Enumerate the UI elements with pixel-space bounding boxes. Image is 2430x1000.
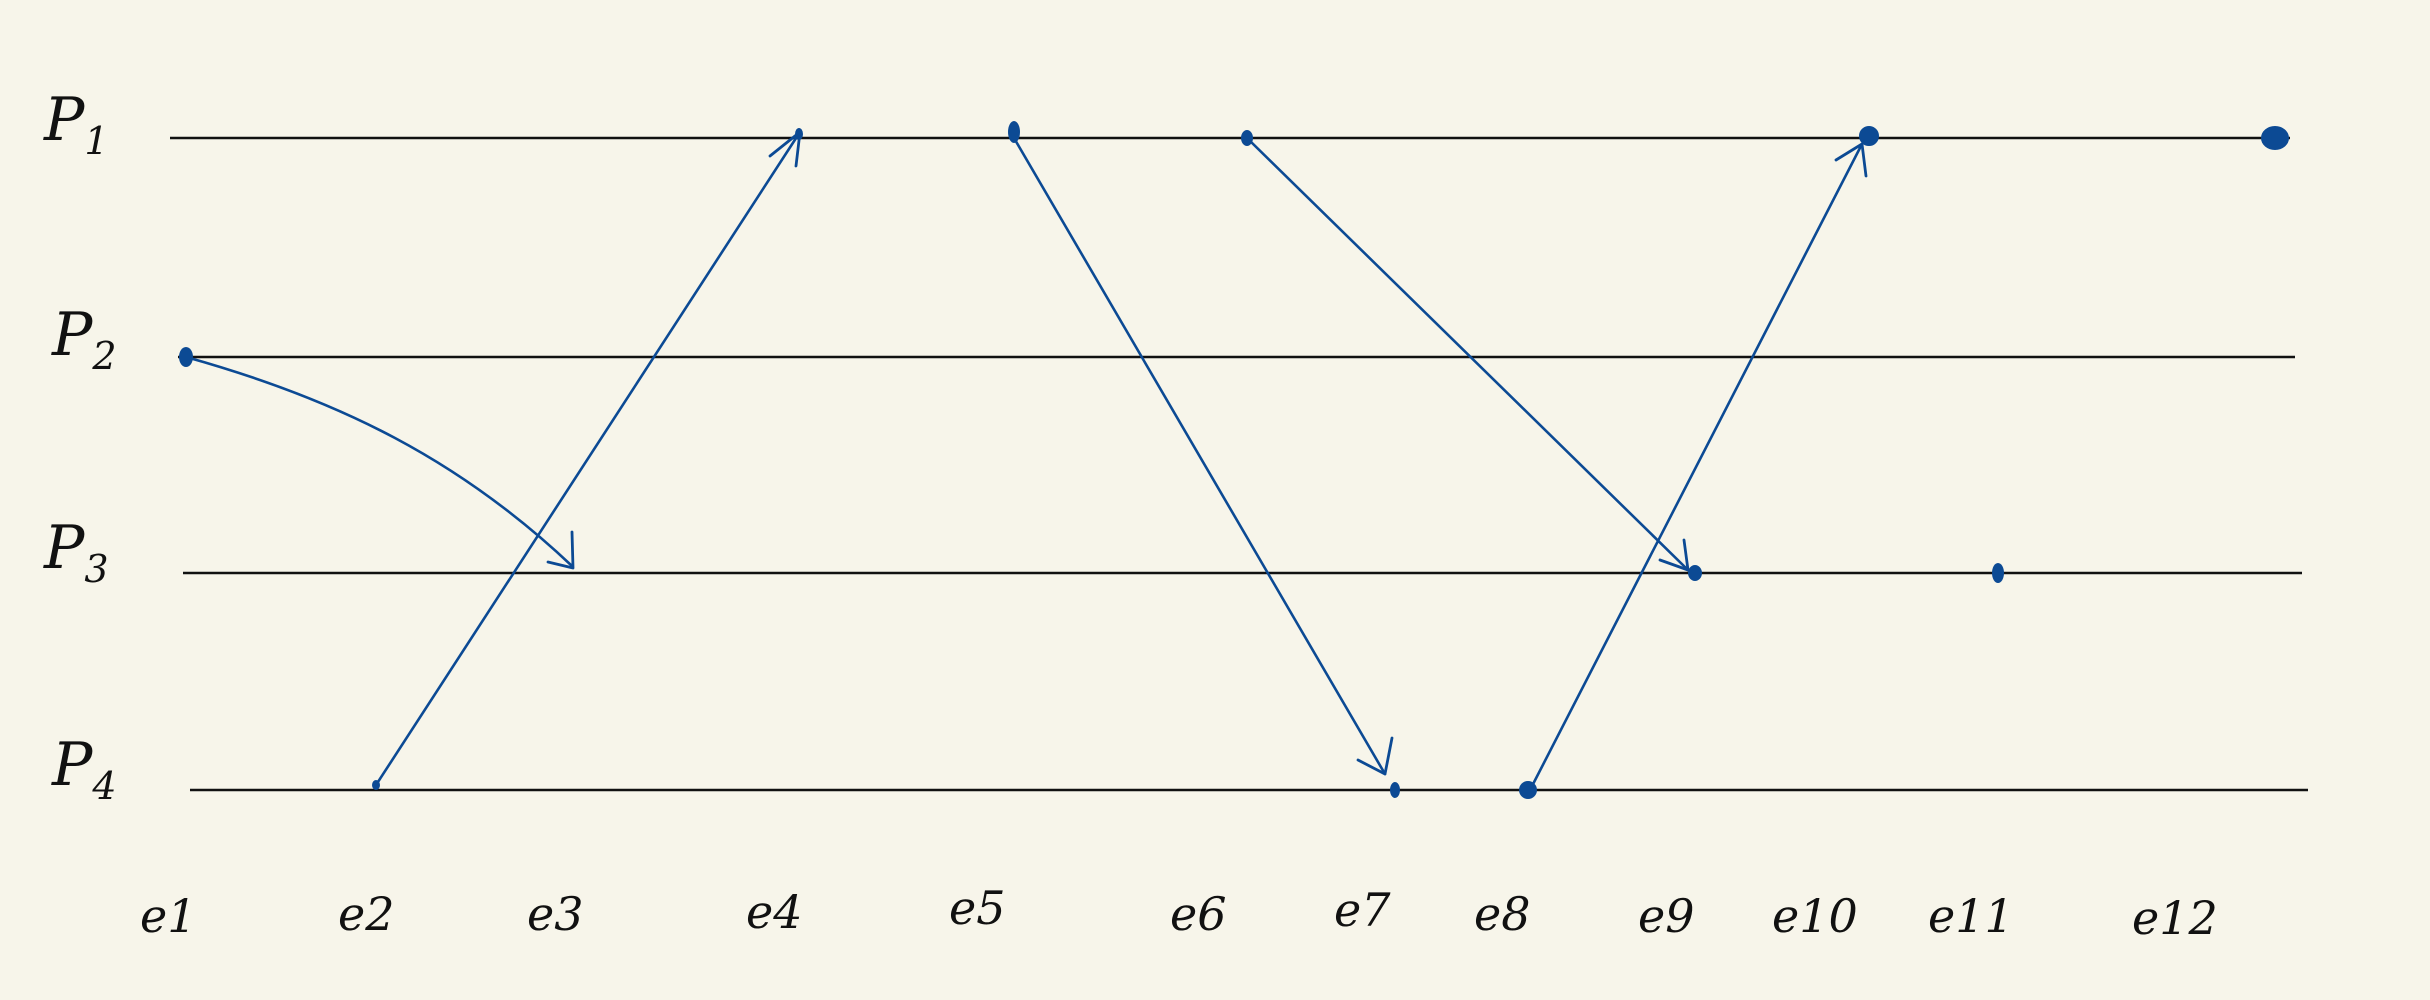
message-e6-to-e9: [1245, 136, 1690, 572]
event-label-e4: e4: [746, 885, 803, 939]
event-dot-e11: [1992, 563, 2004, 583]
message-e5-to-e7-arrowhead: [1356, 736, 1394, 776]
process-label-p4: P4: [51, 730, 117, 808]
process-label-p3: P3: [43, 513, 109, 591]
message-e8-to-e10: [1528, 142, 1864, 792]
messages: [184, 130, 1868, 792]
event-labels: e1 e2 e3 e4 e5 e6 e7 e8 e9 e10 e11 e12: [140, 881, 2218, 945]
process-label-p2: P2: [51, 300, 117, 378]
process-label-p1: P1: [43, 85, 109, 163]
message-e8-to-e10-arrowhead: [1834, 142, 1868, 178]
event-dot-e2: [372, 780, 380, 790]
message-e6-to-e9-arrowhead: [1658, 538, 1690, 572]
event-label-e6: e6: [1170, 887, 1227, 941]
event-label-e3: e3: [527, 887, 584, 941]
event-label-e1: e1: [140, 889, 197, 943]
event-dot-e9: [1688, 565, 1702, 581]
event-label-e11: e11: [1928, 889, 2014, 943]
event-label-e5: e5: [949, 881, 1006, 935]
event-label-e10: e10: [1772, 889, 1858, 943]
event-label-e2: e2: [338, 887, 395, 941]
message-e5-to-e7: [1012, 136, 1387, 776]
event-label-e8: e8: [1474, 887, 1531, 941]
event-label-e12: e12: [2132, 891, 2218, 945]
event-dot-e8: [1519, 781, 1537, 799]
event-label-e9: e9: [1638, 889, 1695, 943]
event-dot-e10: [1859, 126, 1879, 146]
message-e1-to-e3-arrowhead: [546, 530, 575, 570]
event-dots: [179, 121, 2289, 799]
event-dot-e5: [1008, 121, 1020, 143]
event-dot-e4: [795, 128, 803, 140]
event-dot-e12: [2261, 126, 2289, 150]
timelines: [170, 136, 2308, 792]
message-e1-to-e3: [184, 355, 574, 568]
event-dot-e6: [1241, 130, 1253, 146]
event-label-e7: e7: [1334, 883, 1391, 937]
process-labels: P1 P2 P3 P4: [43, 85, 117, 808]
message-e2-to-e4: [374, 130, 802, 787]
event-dot-e7: [1390, 782, 1400, 798]
event-dot-e1: [179, 347, 193, 367]
